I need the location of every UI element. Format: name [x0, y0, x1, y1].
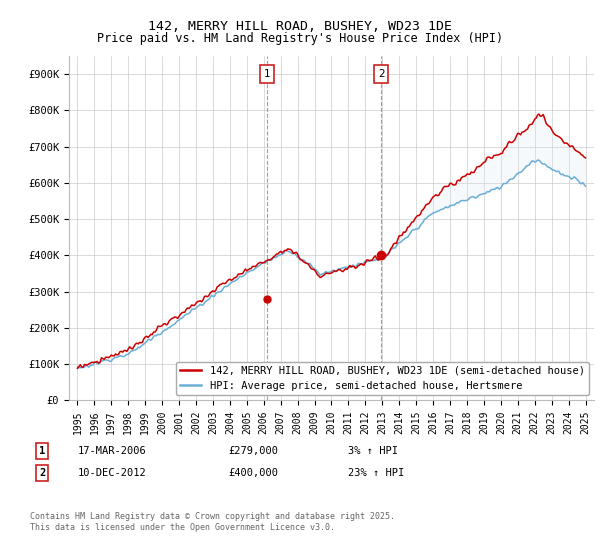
Text: 2: 2	[39, 468, 45, 478]
Text: 2: 2	[378, 69, 385, 79]
Text: Contains HM Land Registry data © Crown copyright and database right 2025.
This d: Contains HM Land Registry data © Crown c…	[30, 512, 395, 532]
Text: 17-MAR-2006: 17-MAR-2006	[78, 446, 147, 456]
Text: 10-DEC-2012: 10-DEC-2012	[78, 468, 147, 478]
Text: 3% ↑ HPI: 3% ↑ HPI	[348, 446, 398, 456]
Text: £400,000: £400,000	[228, 468, 278, 478]
Text: Price paid vs. HM Land Registry's House Price Index (HPI): Price paid vs. HM Land Registry's House …	[97, 32, 503, 45]
Legend: 142, MERRY HILL ROAD, BUSHEY, WD23 1DE (semi-detached house), HPI: Average price: 142, MERRY HILL ROAD, BUSHEY, WD23 1DE (…	[176, 362, 589, 395]
Text: 142, MERRY HILL ROAD, BUSHEY, WD23 1DE: 142, MERRY HILL ROAD, BUSHEY, WD23 1DE	[148, 20, 452, 32]
Text: £279,000: £279,000	[228, 446, 278, 456]
Text: 1: 1	[264, 69, 271, 79]
Text: 1: 1	[39, 446, 45, 456]
Text: 23% ↑ HPI: 23% ↑ HPI	[348, 468, 404, 478]
